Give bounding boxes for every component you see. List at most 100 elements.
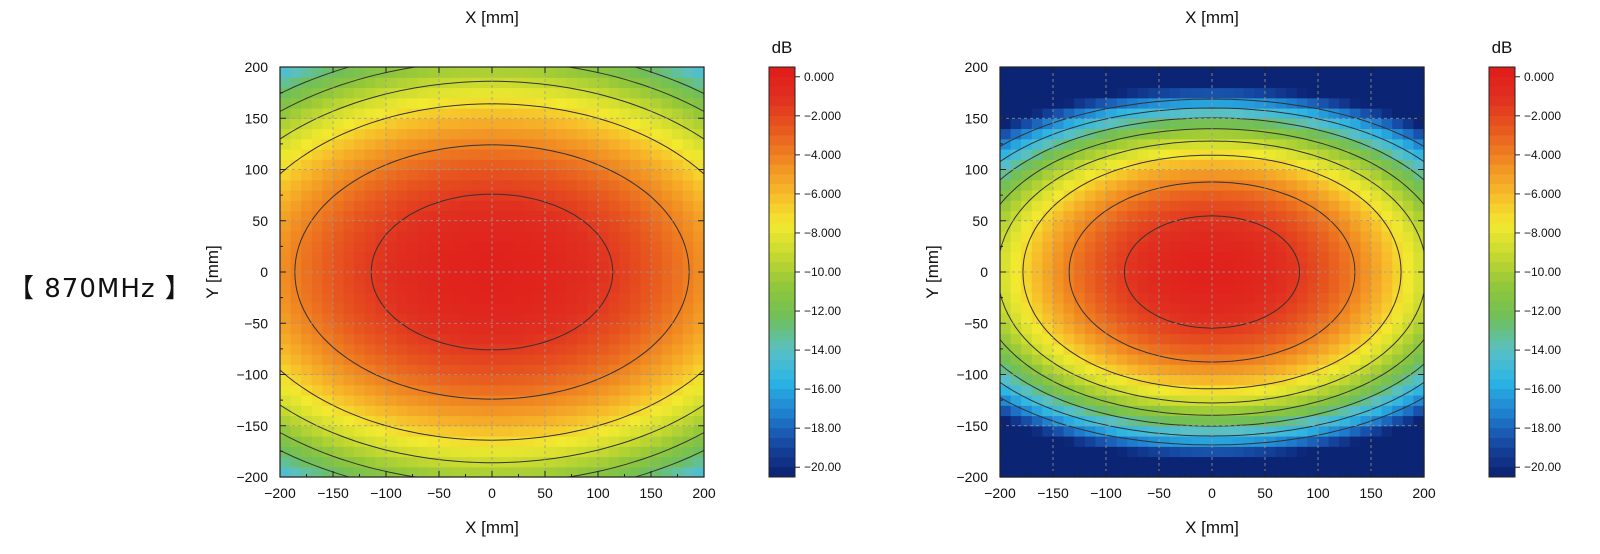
heatmap-cell [1084,313,1096,324]
heatmap-cell [311,138,323,150]
heatmap-cell [1180,364,1192,376]
heatmap-cell [693,302,705,314]
heatmap-cell [1413,282,1425,294]
heatmap-cell [311,292,323,304]
heatmap-cell [1042,128,1054,140]
heatmap-cell [322,179,334,191]
heatmap-cell [1286,292,1298,304]
heatmap-cell [1074,466,1086,478]
heatmap-cell [693,343,705,355]
heatmap-cell [1233,405,1245,417]
heatmap-cell [1137,220,1149,232]
x-tick-label: −150 [1037,485,1069,501]
heatmap-cell [1275,108,1287,119]
heatmap-cell [1349,405,1361,417]
heatmap-cell [290,415,302,427]
heatmap-cell [1148,77,1160,89]
heatmap-cell [1010,446,1022,458]
heatmap-cell [1360,138,1372,150]
heatmap-cell [640,405,652,417]
heatmap-cell [1339,395,1351,406]
heatmap-cell [651,333,663,345]
heatmap-cell [1148,108,1160,119]
heatmap-cell [661,282,673,294]
heatmap-cell [1000,415,1012,427]
heatmap-cell [1010,149,1022,160]
heatmap-cell [619,302,631,314]
heatmap-cell [545,190,557,201]
heatmap-cell [290,67,302,78]
heatmap-cell [1392,138,1404,150]
heatmap-cell [1307,251,1319,263]
heatmap-cell [439,425,451,437]
heatmap-cell [375,333,387,345]
heatmap-cell [1042,302,1054,314]
heatmap-cell [619,118,631,130]
heatmap-cell [417,108,429,119]
colorbar-segment [1489,154,1515,166]
colorbar-tick-label: −8.000 [1524,226,1561,240]
heatmap-cell [428,128,440,140]
heatmap-cell [1318,241,1330,253]
heatmap-cell [439,446,451,458]
heatmap-cell [598,282,610,294]
heatmap-cell [1127,374,1139,386]
heatmap-cell [481,261,493,273]
heatmap-cell [439,210,451,222]
heatmap-cell [1212,251,1224,263]
heatmap-cell [598,77,610,89]
heatmap-cell [629,384,641,396]
heatmap-cell [386,149,398,160]
heatmap-cell [1265,138,1277,150]
heatmap-cell [1159,436,1171,447]
heatmap-cell [449,323,461,335]
heatmap-cell [1159,128,1171,140]
heatmap-cell [534,77,546,89]
heatmap-cell [333,282,345,294]
heatmap-cell [693,364,705,376]
heatmap-cell [523,323,535,335]
heatmap-cell [1074,456,1086,468]
heatmap-cell [364,169,376,181]
heatmap-cell [1159,282,1171,294]
heatmap-cell [608,97,620,109]
heatmap-cell [1116,466,1128,478]
heatmap-cell [1222,395,1234,406]
heatmap-cell [682,138,694,150]
heatmap-cell [513,333,525,345]
heatmap-cell [619,97,631,109]
heatmap-cell [460,374,472,386]
heatmap-cell [407,384,419,396]
heatmap-cell [1254,292,1266,304]
heatmap-cell [1222,149,1234,160]
heatmap-cell [1095,384,1107,396]
heatmap-cell [492,374,504,386]
heatmap-cell [672,272,684,283]
heatmap-cell [1243,190,1255,201]
heatmap-cell [1137,138,1149,150]
heatmap-cell [1339,108,1351,119]
heatmap-cell [640,466,652,478]
heatmap-cell [311,87,323,99]
heatmap-cell [1010,138,1022,150]
heatmap-cell [693,179,705,191]
heatmap-cell [608,436,620,447]
heatmap-cell [661,231,673,242]
heatmap-cell [386,118,398,130]
heatmap-cell [1381,149,1393,160]
heatmap-cell [311,261,323,273]
heatmap-cell [1286,261,1298,273]
heatmap-cell [1010,364,1022,376]
heatmap-cell [290,395,302,406]
colorbar-segment [769,106,795,117]
heatmap-cell [1063,333,1075,345]
heatmap-cell [1339,231,1351,242]
heatmap-cell [1275,364,1287,376]
heatmap-cell [619,395,631,406]
heatmap-cell [290,108,302,119]
heatmap-cell [1243,200,1255,212]
heatmap-cell [1180,97,1192,109]
heatmap-cell [354,364,366,376]
heatmap-cell [1349,272,1361,283]
heatmap-cell [1212,333,1224,345]
